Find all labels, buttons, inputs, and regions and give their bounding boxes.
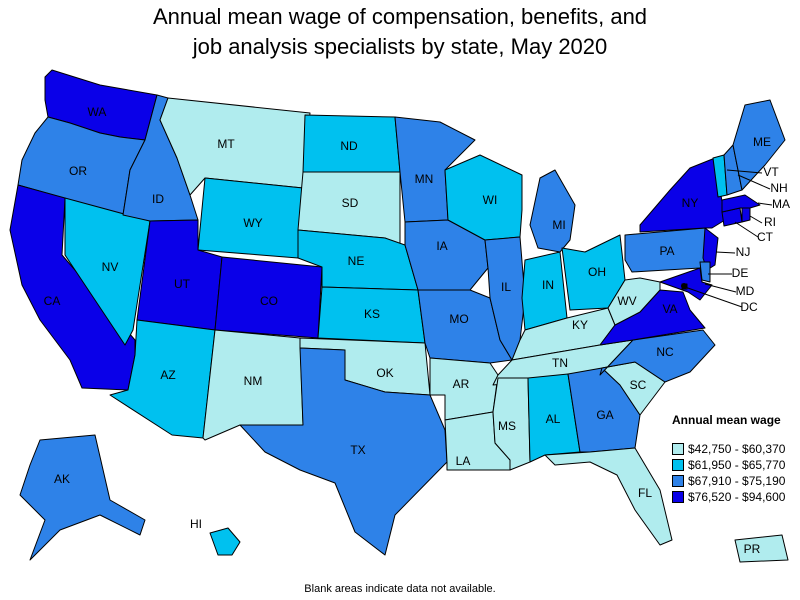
title-line-2: job analysis specialists by state, May 2… [192,34,608,59]
state-label-il: IL [501,280,511,294]
state-mi [529,169,576,253]
legend-item: $42,750 - $60,370 [672,441,785,457]
legend-item: $67,910 - $75,190 [672,473,785,489]
state-pr [734,534,789,563]
state-label-mt: MT [217,137,235,151]
footnote: Blank areas indicate data not available. [304,583,496,595]
state-wi [444,154,523,241]
state-label-la: LA [456,454,471,468]
state-label-id: ID [152,192,164,206]
state-label-mo: MO [449,312,468,326]
state-label-vt: VT [763,165,779,179]
state-ak [19,434,146,561]
state-label-me: ME [753,135,771,149]
state-label-tn: TN [552,356,568,370]
leader-line-nj [715,251,736,254]
state-ny [639,157,726,233]
state-label-az: AZ [160,368,175,382]
state-label-oh: OH [588,265,606,279]
leader-line-ri [749,215,763,224]
leader-line-vt [726,169,763,174]
state-label-sd: SD [342,196,359,210]
title-line-1: Annual mean wage of compensation, benefi… [152,4,648,29]
state-label-pr: PR [744,542,761,556]
legend-label: $61,950 - $65,770 [688,458,786,472]
state-label-ms: MS [498,419,516,433]
state-nc [599,329,716,383]
state-ri [741,207,751,223]
state-label-co: CO [260,294,278,308]
legend-swatch [672,459,684,471]
state-hi [209,527,241,556]
us-state-map: WA OR CA NV ID MT WY UT CO AZ NM ND SD NE KS OK TX MN IA MO… [9,69,790,563]
state-label-nj: NJ [736,245,751,259]
state-label-in: IN [542,278,554,292]
state-label-ut: UT [174,277,191,291]
state-ms [492,377,531,471]
state-label-md: MD [736,284,755,298]
state-ma [721,194,761,213]
state-label-ne: NE [348,254,365,268]
state-label-nc: NC [656,345,674,359]
state-ca [9,184,136,391]
state-label-ok: OK [376,366,393,380]
state-label-ks: KS [364,307,380,321]
state-label-ca: CA [44,294,61,308]
legend-label: $42,750 - $60,370 [688,442,786,456]
state-label-ri: RI [764,215,776,229]
state-label-ga: GA [596,408,613,422]
leader-line-ma [757,202,773,206]
state-label-ny: NY [682,196,699,210]
leader-line-nh [737,174,771,190]
state-label-va: VA [662,302,677,316]
state-label-or: OR [69,164,87,178]
map-title: Annual mean wage of compensation, benefi… [0,2,800,62]
state-label-ky: KY [572,318,588,332]
state-label-nm: NM [244,374,263,388]
legend-swatch [672,491,684,503]
leader-line-ct [734,221,759,238]
state-label-dc: DC [740,300,758,314]
legend-label: $67,910 - $75,190 [688,474,786,488]
state-label-ma: MA [772,197,790,211]
legend-item: $61,950 - $65,770 [672,457,785,473]
state-wv [607,277,661,326]
legend-title: Annual mean wage [672,413,781,427]
state-me [732,99,786,191]
leader-line-dc [684,286,743,308]
dc-marker [681,283,687,289]
state-tx [239,347,448,556]
state-label-wy: WY [243,216,262,230]
state-label-wa: WA [88,105,107,119]
state-label-nv: NV [102,260,119,274]
state-label-de: DE [732,266,749,280]
state-nj [702,227,719,271]
state-label-wi: WI [483,193,498,207]
state-label-hi: HI [190,517,202,531]
legend-label: $76,520 - $94,600 [688,490,786,504]
legend-item: $76,520 - $94,600 [672,489,785,505]
state-label-nh: NH [770,181,787,195]
legend-swatch [672,443,684,455]
state-label-ak: AK [54,472,70,486]
state-label-nd: ND [340,139,358,153]
leader-line-md [704,283,737,293]
legend: Annual mean wage $42,750 - $60,370 $61,9… [672,413,785,505]
state-label-al: AL [546,412,561,426]
state-label-mi: MI [552,218,565,232]
state-fl [544,447,673,546]
state-label-pa: PA [659,244,674,258]
state-label-fl: FL [638,486,652,500]
legend-swatch [672,475,684,487]
state-label-ia: IA [436,239,447,253]
state-label-tx: TX [350,443,365,457]
state-label-wv: WV [617,294,636,308]
state-label-mn: MN [415,172,434,186]
state-label-sc: SC [630,378,647,392]
state-label-ar: AR [453,377,470,391]
state-label-ct: CT [757,230,774,244]
